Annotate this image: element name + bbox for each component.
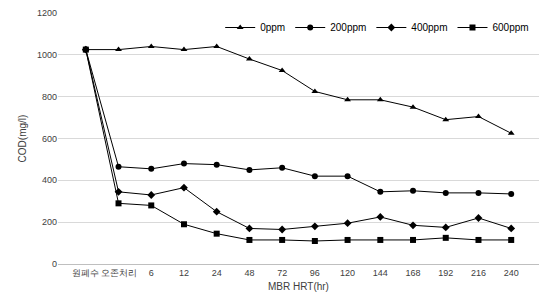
svg-text:800: 800 [42, 92, 57, 102]
svg-text:400: 400 [42, 175, 57, 185]
svg-text:1000: 1000 [37, 50, 57, 60]
svg-text:오존처리: 오존처리 [101, 268, 137, 278]
svg-text:144: 144 [373, 268, 388, 278]
svg-text:48: 48 [244, 268, 254, 278]
svg-text:96: 96 [310, 268, 320, 278]
svg-text:240: 240 [504, 268, 519, 278]
svg-text:6: 6 [149, 268, 154, 278]
svg-text:0: 0 [52, 259, 57, 269]
svg-text:120: 120 [340, 268, 355, 278]
svg-text:72: 72 [277, 268, 287, 278]
svg-text:168: 168 [406, 268, 421, 278]
svg-text:MBR HRT(hr): MBR HRT(hr) [268, 281, 329, 292]
svg-text:0ppm: 0ppm [260, 22, 285, 33]
svg-text:200: 200 [42, 217, 57, 227]
svg-text:1200: 1200 [37, 8, 57, 18]
svg-text:600ppm: 600ppm [492, 22, 528, 33]
svg-text:12: 12 [179, 268, 189, 278]
svg-text:600: 600 [42, 134, 57, 144]
svg-text:COD(mg/l): COD(mg/l) [17, 115, 28, 163]
svg-text:192: 192 [438, 268, 453, 278]
svg-text:216: 216 [471, 268, 486, 278]
svg-text:400ppm: 400ppm [411, 22, 447, 33]
svg-text:200ppm: 200ppm [330, 22, 366, 33]
svg-text:원폐수: 원폐수 [72, 268, 99, 278]
svg-text:24: 24 [212, 268, 222, 278]
